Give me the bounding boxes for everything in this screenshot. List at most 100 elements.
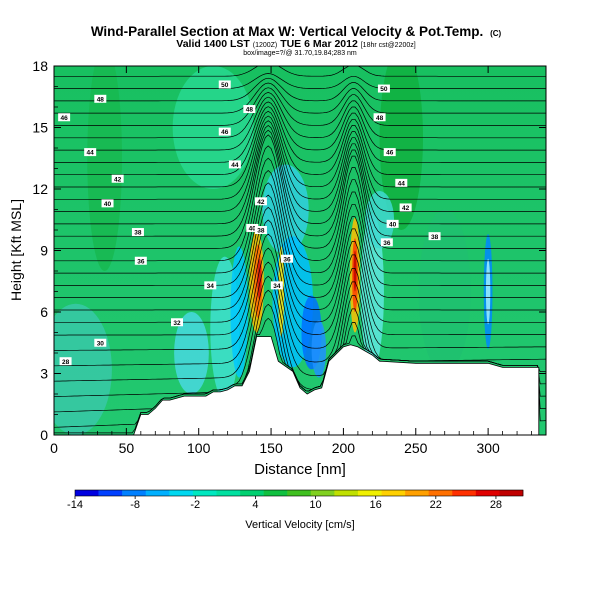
velocity-blob	[353, 250, 357, 292]
colorbar-frame	[74, 489, 524, 497]
colorbar-tick-label: -14	[67, 499, 83, 511]
theta-label: 46	[386, 150, 394, 157]
colorbar-swatch	[240, 490, 264, 496]
theta-label-box	[228, 160, 241, 169]
theta-label-box	[373, 113, 386, 122]
terrain	[54, 336, 546, 435]
colorbar-swatch	[192, 490, 217, 496]
y-tick-label: 9	[40, 243, 48, 259]
isentrope-line	[54, 110, 546, 188]
velocity-blob	[87, 66, 123, 271]
theta-label-box	[218, 80, 231, 89]
isentrope-line	[54, 77, 546, 102]
theta-label: 38	[134, 230, 142, 237]
isentrope-line	[54, 170, 546, 286]
x-axis-label: Distance [nm]	[254, 461, 346, 478]
isentrope-line	[54, 120, 546, 212]
isentrope-lines	[54, 66, 546, 434]
velocity-blob	[174, 312, 209, 394]
velocity-blob	[172, 66, 254, 189]
theta-label-box	[386, 219, 399, 228]
isentrope-line	[54, 115, 546, 200]
isentrope-line	[54, 194, 546, 311]
colorbar-swatch	[216, 490, 241, 496]
theta-label-box	[59, 357, 72, 366]
theta-label: 48	[376, 115, 384, 122]
theta-label: 34	[273, 283, 281, 290]
colorbar-swatch	[263, 490, 288, 496]
chart-title: Wind-Parallel Section at Max W: Vertical…	[91, 24, 502, 39]
colorbar-tick-label: -8	[130, 499, 140, 511]
theta-label-box	[204, 281, 217, 290]
theta-label-box	[270, 281, 283, 290]
velocity-blob	[262, 164, 309, 255]
theta-label-box	[399, 203, 412, 212]
theta-label-box	[243, 105, 256, 114]
theta-label: 44	[398, 180, 406, 187]
colorbar-swatch	[145, 490, 170, 496]
theta-label: 40	[249, 226, 257, 233]
colorbar-swatch	[405, 490, 429, 496]
theta-label-box	[395, 178, 408, 187]
theta-label: 46	[61, 115, 69, 122]
x-tick-label: 50	[119, 440, 135, 456]
colorbar-swatch	[169, 490, 194, 496]
theta-label: 42	[402, 205, 410, 212]
theta-label-box	[254, 197, 267, 206]
theta-label: 42	[257, 199, 265, 206]
colorbar-swatch	[475, 490, 500, 496]
isentrope-line	[54, 206, 546, 323]
theta-label: 36	[283, 256, 291, 263]
theta-label: 48	[246, 107, 254, 114]
theta-label: 42	[114, 176, 122, 183]
velocity-blob	[311, 320, 327, 378]
isentrope-line	[54, 134, 546, 249]
x-tick-label: 250	[404, 440, 428, 456]
x-tick-label: 0	[50, 440, 58, 456]
theta-label-box	[171, 318, 183, 327]
theta-label-box	[280, 254, 293, 263]
isentrope-line	[54, 106, 546, 176]
y-tick-label: 6	[40, 304, 48, 320]
theta-label: 36	[383, 240, 391, 247]
isentrope-line	[54, 233, 546, 351]
theta-label: 50	[380, 86, 388, 93]
theta-label: 40	[104, 201, 112, 208]
theta-label-box	[380, 238, 393, 247]
isentrope-line	[54, 92, 546, 139]
theta-label: 44	[87, 150, 95, 157]
theta-label: 30	[97, 340, 105, 347]
isentrope-line	[54, 73, 546, 89]
y-tick-label: 12	[32, 181, 48, 197]
isentrope-line	[54, 219, 546, 336]
x-tick-label: 300	[476, 440, 500, 456]
colorbar-tick-label: 10	[309, 499, 321, 511]
colorbar-swatch	[452, 490, 477, 496]
theta-label: 40	[389, 221, 397, 228]
theta-label-box	[94, 338, 107, 347]
isentrope-line	[54, 157, 546, 274]
colorbar-swatch	[75, 490, 99, 496]
velocity-field	[54, 66, 493, 435]
velocity-blob	[379, 66, 423, 230]
colorbar-label: Vertical Velocity [cm/s]	[245, 519, 354, 531]
colorbar-swatch	[98, 490, 123, 496]
velocity-blob	[485, 258, 491, 325]
x-tick-label: 100	[187, 440, 211, 456]
colorbar-swatch	[310, 490, 335, 496]
velocity-blob	[365, 191, 395, 249]
y-axis-label: Height [Kft MSL]	[8, 199, 24, 301]
colorbar-swatch	[428, 490, 453, 496]
theta-label: 36	[137, 258, 145, 265]
valid-time-line: Valid 1400 LST (1200Z) TUE 6 Mar 2012 [1…	[176, 38, 415, 50]
colorbar-swatch	[122, 490, 147, 496]
isentrope-line	[54, 247, 546, 367]
isentrope-line	[54, 96, 546, 151]
isentrope-line	[54, 87, 546, 126]
theta-label: 46	[221, 129, 229, 136]
isentrope-line	[54, 101, 546, 163]
colorbar-swatch	[381, 490, 406, 496]
